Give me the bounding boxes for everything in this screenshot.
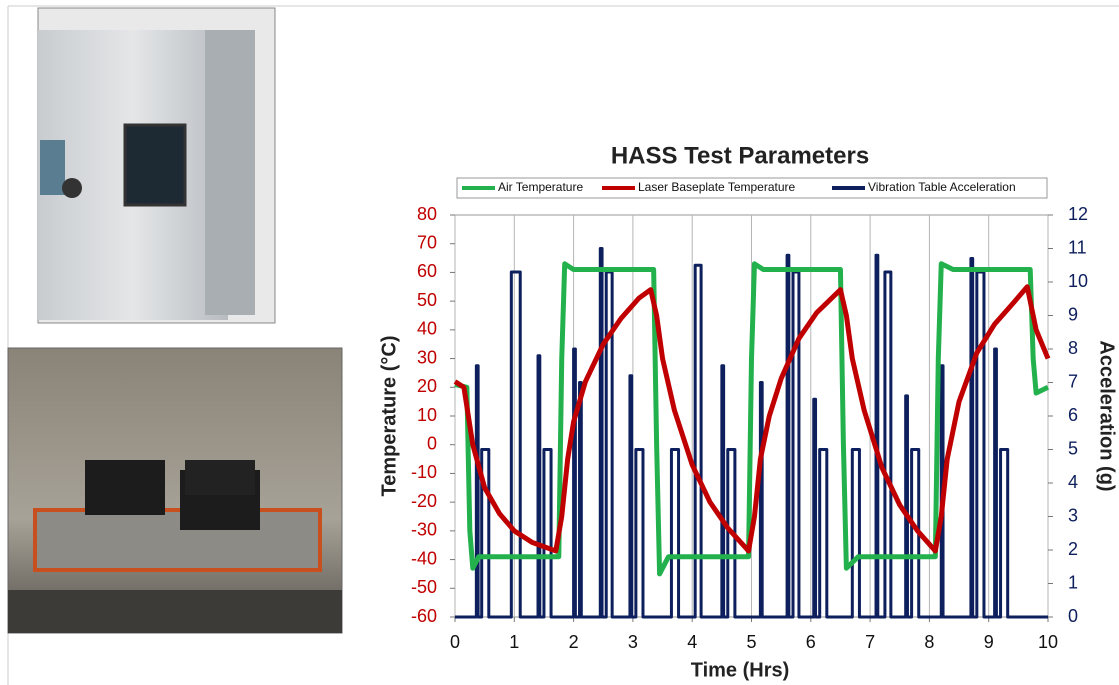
x-tick-label: 8 <box>924 632 934 652</box>
y2-tick-label: 7 <box>1068 371 1078 391</box>
y2-tick-label: 10 <box>1068 271 1088 291</box>
y-tick-label: 0 <box>427 433 437 453</box>
y-tick-label: -30 <box>411 520 437 540</box>
y2-tick-label: 6 <box>1068 405 1078 425</box>
y-tick-label: 30 <box>417 347 437 367</box>
x-tick-label: 9 <box>984 632 994 652</box>
y2-tick-label: 2 <box>1068 539 1078 559</box>
data-line <box>455 247 1048 619</box>
y-tick-label: -50 <box>411 577 437 597</box>
y2-tick-label: 12 <box>1068 204 1088 224</box>
data-line <box>454 261 1050 577</box>
y2-tick-label: 3 <box>1068 505 1078 525</box>
x-tick-label: 2 <box>569 632 579 652</box>
legend-box <box>456 177 1048 199</box>
y-tick-label: 60 <box>417 261 437 281</box>
y-tick-label: -40 <box>411 548 437 568</box>
y-tick-label: -10 <box>411 462 437 482</box>
y-tick-label: -60 <box>411 606 437 626</box>
y-tick-label: 50 <box>417 290 437 310</box>
x-tick-label: 5 <box>746 632 756 652</box>
legend-label: Laser Baseplate Temperature <box>638 180 796 194</box>
y2-tick-label: 11 <box>1068 237 1087 257</box>
y-tick-label: 80 <box>417 204 437 224</box>
x-tick-label: 3 <box>628 632 638 652</box>
y-tick-label: 70 <box>417 232 437 252</box>
x-axis-title: Time (Hrs) <box>691 659 790 681</box>
y-axis-title: Temperature (°C) <box>378 336 400 497</box>
y2-tick-label: 8 <box>1068 338 1078 358</box>
y-tick-label: -20 <box>411 491 437 511</box>
legend-label: Vibration Table Acceleration <box>868 180 1016 194</box>
x-tick-label: 7 <box>865 632 875 652</box>
x-tick-label: 1 <box>509 632 519 652</box>
x-tick-label: 4 <box>687 632 697 652</box>
y-tick-label: 10 <box>417 405 437 425</box>
chamber-photo <box>37 7 276 324</box>
y2-tick-label: 4 <box>1068 472 1078 492</box>
y-tick-label: 40 <box>417 319 437 339</box>
legend-label: Air Temperature <box>498 180 583 194</box>
y2-tick-label: 0 <box>1068 606 1078 626</box>
x-tick-label: 0 <box>450 632 460 652</box>
y2-tick-label: 9 <box>1068 304 1078 324</box>
x-tick-label: 10 <box>1038 632 1058 652</box>
data-line <box>453 284 1051 554</box>
fixture-photo <box>7 347 343 634</box>
y2-axis-title: Acceleration (g) <box>1096 340 1118 491</box>
x-tick-label: 6 <box>806 632 816 652</box>
chart-title: HASS Test Parameters <box>611 142 869 169</box>
y2-tick-label: 1 <box>1068 572 1078 592</box>
y-tick-label: 20 <box>417 376 437 396</box>
y2-tick-label: 5 <box>1068 438 1078 458</box>
